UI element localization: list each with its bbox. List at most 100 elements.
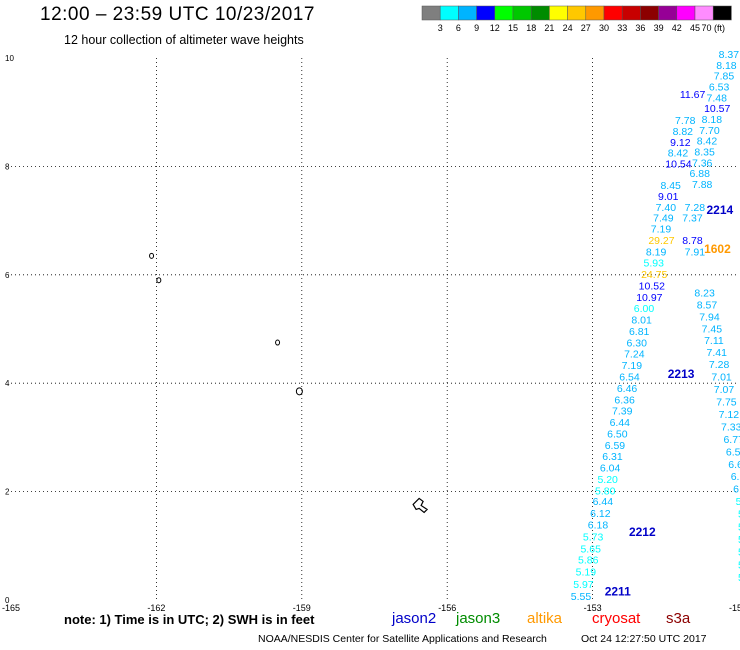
swh-data-label: 6.44 — [610, 417, 631, 429]
swh-data-label: 7.24 — [624, 349, 645, 361]
swh-data-label: 7.91 — [685, 246, 706, 258]
colorbar-swatch — [712, 5, 732, 21]
swh-data-label: 7.39 — [612, 406, 633, 418]
colorbar-swatch — [549, 5, 568, 21]
colorbar-swatch — [458, 5, 477, 21]
swh-data-label: 7.19 — [651, 224, 672, 236]
swh-data-label: 6.18 — [588, 519, 609, 531]
swh-data-label: 7.70 — [699, 125, 720, 137]
colorbar-label: 18 — [526, 23, 536, 33]
swh-data-label: 6.5 — [733, 484, 740, 496]
swh-data-label: 6.67 — [731, 471, 740, 483]
colorbar-label: 21 — [544, 23, 554, 33]
swh-data-label: 7.75 — [716, 396, 737, 408]
swh-data-label: 9.12 — [670, 137, 691, 149]
x-tick-label: -150 — [729, 603, 740, 613]
swh-data-label: 8.01 — [631, 315, 652, 327]
swh-data-label: 7.49 — [653, 213, 674, 225]
x-tick-label: -159 — [293, 603, 311, 613]
swh-data-label: 7.37 — [682, 213, 703, 225]
swh-data-label: 5. — [738, 560, 740, 572]
y-tick-label: 8 — [5, 162, 10, 171]
colorbar-label: 27 — [581, 23, 591, 33]
swh-data-label: 9.01 — [658, 191, 679, 203]
swh-data-label: 7.28 — [685, 202, 706, 214]
colorbar-swatch — [585, 5, 605, 21]
colorbar-label: 24 — [563, 23, 573, 33]
swh-data-label: 6.12 — [590, 508, 611, 520]
colorbar-label: 30 — [599, 23, 609, 33]
swh-data-label: 8.45 — [660, 180, 681, 192]
colorbar-swatch — [421, 5, 441, 21]
swh-data-label: 7.36 — [692, 157, 713, 169]
chart-subtitle: 12 hour collection of altimeter wave hei… — [64, 33, 304, 47]
colorbar-label: 70 (ft) — [701, 23, 725, 33]
swh-data-label: 10.54 — [665, 158, 691, 170]
colorbar-swatch — [476, 5, 496, 21]
track-id-label: 2214 — [706, 203, 733, 217]
x-tick-label: -162 — [147, 603, 165, 613]
swh-data-label: 7.88 — [692, 179, 713, 191]
swh-data-label: 7.12 — [719, 409, 740, 421]
swh-data-label: 7.85 — [714, 71, 735, 83]
colorbar-swatch — [512, 5, 532, 21]
legend-entry-cryosat: cryosat — [592, 610, 641, 627]
swh-data-label: 5.65 — [580, 543, 601, 555]
swh-data-label: 8.18 — [716, 60, 737, 72]
y-tick-label: 6 — [5, 271, 10, 280]
colorbar-swatch — [640, 5, 659, 21]
swh-data-label: 7.41 — [706, 347, 727, 359]
x-tick-label: -153 — [584, 603, 602, 613]
swh-data-label: 8.42 — [668, 148, 689, 160]
y-tick-label: 2 — [5, 488, 10, 497]
track-id-label: 1602 — [704, 242, 731, 256]
colorbar-label: 42 — [672, 23, 682, 33]
swh-data-label: 6.36 — [614, 394, 635, 406]
swh-data-label: 6.53 — [709, 82, 730, 94]
y-tick-label: 4 — [5, 379, 10, 388]
track-id-label: 2212 — [629, 525, 656, 539]
swh-data-label: 7.40 — [656, 202, 677, 214]
colorbar-label: 9 — [474, 23, 479, 33]
swh-data-label: 7.11 — [704, 335, 724, 347]
x-tick-label: -156 — [438, 603, 456, 613]
swh-data-label: 5.93 — [643, 258, 664, 270]
swh-data-label: 5.55 — [571, 591, 592, 603]
swh-data-label: 5.35 — [736, 496, 740, 508]
swh-data-label: 8.82 — [673, 126, 694, 138]
swh-data-label: 7.33 — [721, 421, 740, 433]
swh-data-label: 5.19 — [576, 567, 597, 579]
swh-data-label: 5.7 — [738, 547, 740, 559]
footer-note: note: 1) Time is in UTC; 2) SWH is in fe… — [64, 612, 315, 627]
island-outline — [156, 277, 162, 284]
swh-data-label: 7.94 — [699, 311, 720, 323]
colorbar-swatch — [494, 5, 514, 21]
swh-data-label: 5.20 — [597, 474, 618, 486]
swh-data-label: 7.07 — [714, 384, 735, 396]
swh-data-label: 10.57 — [704, 103, 730, 115]
colorbar-label: 6 — [456, 23, 461, 33]
colorbar-label: 36 — [635, 23, 645, 33]
island-outline — [295, 387, 303, 396]
swh-data-label: 5.73 — [583, 531, 604, 543]
swh-data-label: 6.30 — [627, 337, 648, 349]
swh-data-label: 7.28 — [709, 359, 730, 371]
swh-data-label: 7.48 — [706, 92, 727, 104]
colorbar-label: 15 — [508, 23, 518, 33]
swh-data-label: 5.3 — [738, 522, 740, 534]
swh-data-label: 10.52 — [639, 280, 665, 292]
swh-data-label: 8.78 — [682, 235, 703, 247]
swh-data-label: 8.57 — [697, 299, 718, 311]
swh-data-label: 6.59 — [605, 440, 626, 452]
swh-data-label: 6.88 — [690, 168, 711, 180]
swh-data-label: 5.8 — [738, 509, 740, 521]
colorbar-swatch — [676, 5, 696, 21]
swh-data-label: 10.97 — [636, 292, 662, 304]
colorbar-swatch — [530, 5, 550, 21]
island-outline — [149, 252, 155, 259]
swh-data-label: 8.19 — [646, 246, 667, 258]
island-outline — [412, 497, 429, 514]
swh-data-label: 5.86 — [578, 555, 599, 567]
colorbar-label: 39 — [654, 23, 664, 33]
colorbar-swatch — [603, 5, 623, 21]
